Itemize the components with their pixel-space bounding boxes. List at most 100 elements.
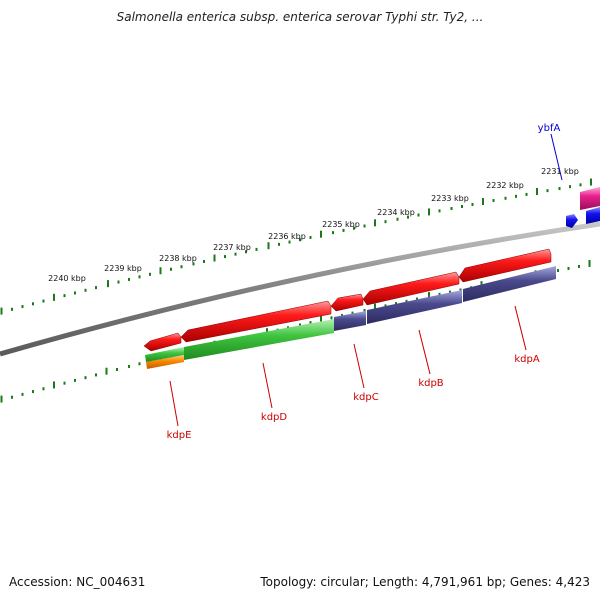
gene-arrow-kdpD[interactable] — [180, 300, 332, 343]
ybfA-arrow[interactable] — [566, 214, 578, 228]
ruler-dot — [74, 378, 76, 382]
blue-feature-kdpC[interactable] — [334, 311, 366, 331]
blue-feature-right[interactable] — [586, 207, 600, 224]
leader-kdpA — [514, 305, 527, 351]
ruler-dot — [288, 240, 291, 244]
ruler-major-tick — [482, 197, 484, 205]
ruler-dot — [384, 304, 387, 308]
ruler-major-tick — [590, 178, 592, 186]
ruler-major-tick — [0, 307, 3, 315]
ruler-dot — [578, 264, 580, 268]
ruler-dot — [438, 292, 441, 296]
ruler-dot — [569, 185, 571, 189]
ruler-major-tick — [588, 259, 591, 267]
green-feature-short[interactable] — [145, 347, 184, 362]
ruler-dot — [546, 189, 549, 193]
ruler-major-tick — [428, 292, 430, 300]
ruler-dot — [21, 392, 24, 396]
pink-feature[interactable] — [580, 187, 600, 210]
ruler-dot — [255, 247, 258, 251]
gene-arrow-kdpB[interactable] — [362, 271, 460, 306]
ruler-major-tick — [320, 315, 322, 323]
ruler-dot — [417, 213, 420, 217]
gene-arrow-kdpC[interactable] — [330, 293, 364, 312]
tick-label: 2235 kbp — [322, 220, 360, 229]
ruler-dot — [149, 272, 151, 276]
blue-feature-kdpA[interactable] — [463, 266, 556, 302]
ruler-dot — [234, 252, 237, 256]
ruler-dot — [309, 321, 312, 325]
ruler-dot — [74, 291, 76, 295]
ruler-dot — [363, 308, 366, 312]
ruler-dot — [396, 217, 399, 221]
ruler-dot — [330, 316, 333, 320]
ruler-dot — [84, 376, 87, 380]
ruler-dot — [449, 290, 451, 294]
tick-label: 2232 kbp — [486, 181, 524, 190]
tick-label: 2233 kbp — [431, 194, 469, 203]
gene-label-kdpE[interactable]: kdpE — [167, 430, 192, 441]
ruler-dot — [492, 199, 495, 203]
ruler-dot — [203, 259, 205, 263]
gene-label-kdpD[interactable]: kdpD — [261, 412, 287, 423]
gene-arrow-kdpA[interactable] — [458, 248, 552, 283]
green-feature-kdpD[interactable] — [184, 319, 334, 360]
ruler-dot — [407, 215, 409, 219]
ruler-major-tick — [105, 367, 108, 375]
gene-label-kdpC[interactable]: kdpC — [353, 392, 378, 403]
gene-label-kdpA[interactable]: kdpA — [514, 354, 539, 365]
ruler-dot — [395, 302, 397, 306]
ruler-dot — [567, 266, 570, 270]
forward-genes — [143, 248, 552, 352]
ruler-major-tick — [320, 230, 322, 238]
ruler-dot — [84, 288, 87, 292]
ruler-dot — [42, 387, 45, 391]
tick-label: 2236 kbp — [268, 232, 306, 241]
ruler-dot — [63, 294, 66, 298]
ruler-dot — [11, 307, 13, 311]
ruler-dot — [299, 323, 301, 327]
upper-ruler — [0, 178, 592, 315]
gene-label-ybfA[interactable]: ybfA — [538, 123, 561, 134]
ruler-dot — [32, 390, 34, 394]
ruler-dot — [332, 231, 334, 235]
tick-label: 2234 kbp — [377, 208, 415, 217]
ruler-dot — [32, 302, 34, 306]
tick-label: 2238 kbp — [159, 254, 197, 263]
ruler-major-tick — [53, 293, 55, 301]
tick-label: 2237 kbp — [213, 243, 251, 252]
ruler-dot — [363, 224, 366, 228]
ruler-dot — [416, 297, 418, 301]
leader-ybfA — [550, 133, 563, 181]
ruler-dot — [341, 313, 343, 317]
ruler-dot — [558, 187, 561, 191]
ruler-dot — [180, 265, 183, 269]
tick-label: 2240 kbp — [48, 274, 86, 283]
blue-feature-kdpB[interactable] — [367, 290, 462, 324]
leader-kdpB — [418, 329, 431, 375]
tick-label: 2239 kbp — [104, 264, 142, 273]
ruler-major-tick — [213, 254, 216, 262]
gene-label-kdpB[interactable]: kdpB — [418, 378, 443, 389]
ruler-dot — [579, 183, 582, 187]
label-leaders — [169, 133, 563, 427]
ruler-dot — [299, 238, 301, 242]
gene-arrow[interactable] — [143, 332, 182, 352]
ruler-dot — [128, 277, 130, 281]
gene-labels: ybfA kdpA kdpB kdpC kdpD kdpE — [167, 123, 561, 441]
ruler-dot — [42, 299, 45, 303]
ruler-dot — [342, 228, 345, 232]
orange-feature[interactable] — [146, 355, 184, 369]
edge-features — [566, 187, 600, 228]
topology-summary: Topology: circular; Length: 4,791,961 bp… — [260, 575, 590, 589]
ruler-major-tick — [53, 381, 55, 389]
ruler-dot — [461, 204, 463, 208]
ruler-dot — [384, 220, 387, 224]
ruler-dot — [515, 194, 517, 198]
ruler-dot — [438, 209, 441, 213]
ruler-dot — [170, 267, 172, 271]
ruler-dot — [138, 362, 141, 366]
ruler-dot — [224, 255, 226, 259]
ruler-dot — [504, 196, 507, 200]
